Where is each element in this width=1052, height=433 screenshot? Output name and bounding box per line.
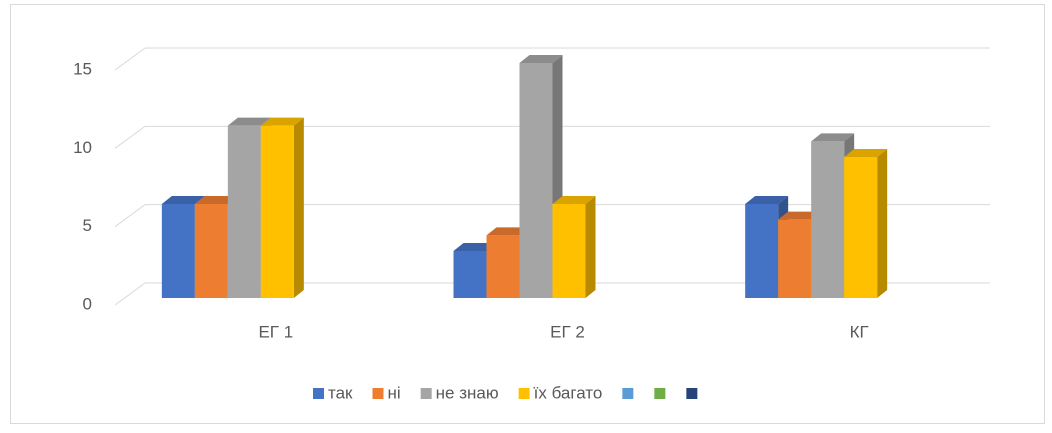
- bar-front: [811, 141, 845, 298]
- legend-swatch: [313, 388, 324, 399]
- bar-front: [519, 63, 553, 298]
- grid-line-side: [114, 125, 146, 149]
- y-tick-label: 10: [73, 138, 92, 157]
- bar-top: [811, 133, 855, 142]
- bar-top: [161, 196, 205, 204]
- bar-side: [877, 149, 888, 298]
- y-tick-label: 0: [83, 294, 92, 313]
- bar-front: [844, 157, 878, 298]
- bar-front: [745, 204, 779, 298]
- x-tick-label: ЕГ 2: [550, 322, 585, 341]
- bar-front: [778, 219, 812, 298]
- bar-front: [453, 251, 487, 298]
- bar-front: [227, 125, 261, 299]
- legend-swatch: [518, 388, 530, 399]
- bar-top: [745, 196, 789, 204]
- bar-top: [260, 117, 304, 126]
- legend-swatch: [686, 388, 698, 399]
- legend-label: ні: [388, 383, 401, 402]
- bar-top: [227, 117, 271, 126]
- grid-line-side: [114, 282, 146, 306]
- bar: [260, 117, 304, 299]
- bar-top: [453, 243, 497, 251]
- x-tick-label: ЕГ 1: [258, 322, 293, 341]
- bar-front: [486, 235, 520, 298]
- bar: [811, 133, 855, 298]
- bar: [844, 149, 888, 298]
- y-tick-label: 5: [83, 216, 92, 235]
- legend-label: так: [328, 383, 353, 402]
- x-tick-label: КГ: [850, 322, 869, 341]
- bar-side: [585, 196, 596, 298]
- bar-front: [552, 204, 586, 298]
- grid-line-side: [114, 47, 146, 71]
- bar-side: [293, 117, 304, 299]
- bar-top: [194, 196, 238, 204]
- bar-top: [552, 196, 596, 204]
- legend-swatch: [420, 388, 432, 399]
- bar-front: [260, 125, 294, 299]
- bar-top: [778, 211, 822, 220]
- grid-line-side: [114, 204, 146, 228]
- bar-front: [161, 204, 195, 298]
- bar-top: [519, 55, 563, 63]
- bar-top: [844, 149, 888, 157]
- legend-swatch: [622, 388, 634, 399]
- legend-label: їх багато: [533, 383, 603, 402]
- bar-top: [486, 227, 530, 236]
- bar-front: [194, 204, 228, 298]
- legend-swatch: [654, 388, 666, 399]
- y-tick-label: 15: [73, 59, 92, 78]
- bar: [552, 196, 596, 298]
- legend-label: не знаю: [436, 383, 499, 402]
- legend-swatch: [372, 388, 384, 399]
